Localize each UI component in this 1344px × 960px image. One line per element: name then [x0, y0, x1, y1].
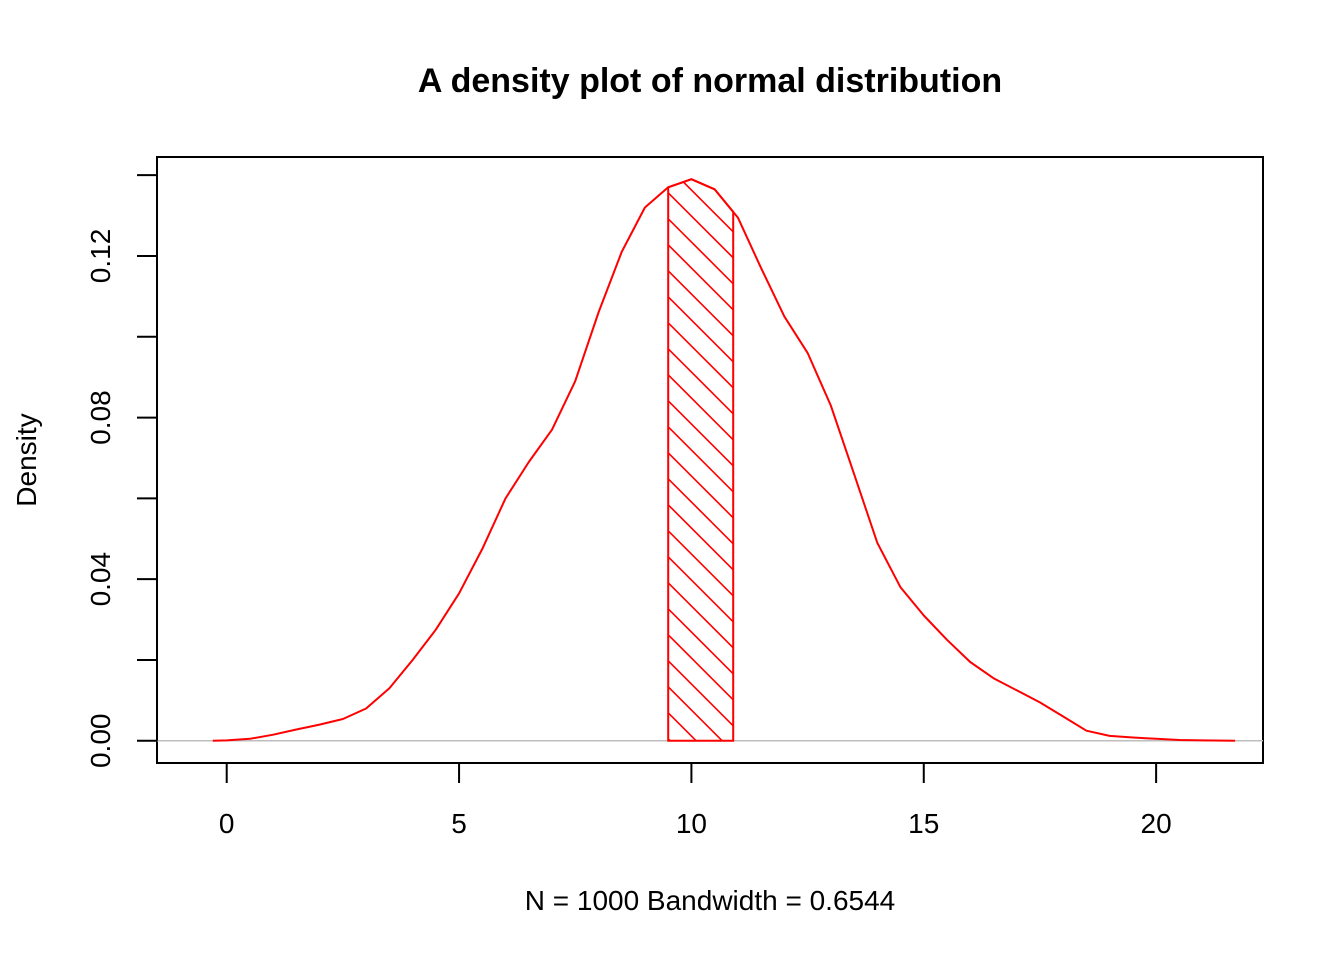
x-tick-label: 10 [676, 808, 707, 839]
y-tick-label: 0.08 [85, 390, 116, 445]
x-axis-label: N = 1000 Bandwidth = 0.6544 [525, 885, 896, 916]
shaded-region-hatching [668, 179, 734, 741]
y-tick-label: 0.04 [85, 552, 116, 607]
x-tick-label: 20 [1141, 808, 1172, 839]
x-tick-label: 5 [451, 808, 467, 839]
x-tick-label: 15 [908, 808, 939, 839]
y-axis-label: Density [11, 413, 42, 506]
y-tick-label: 0.12 [85, 229, 116, 283]
plot-frame [156, 156, 1264, 764]
y-tick-label: 0.00 [85, 714, 116, 769]
chart-title: A density plot of normal distribution [418, 62, 1002, 100]
density-curve [212, 178, 1236, 742]
x-tick-label: 0 [219, 808, 235, 839]
